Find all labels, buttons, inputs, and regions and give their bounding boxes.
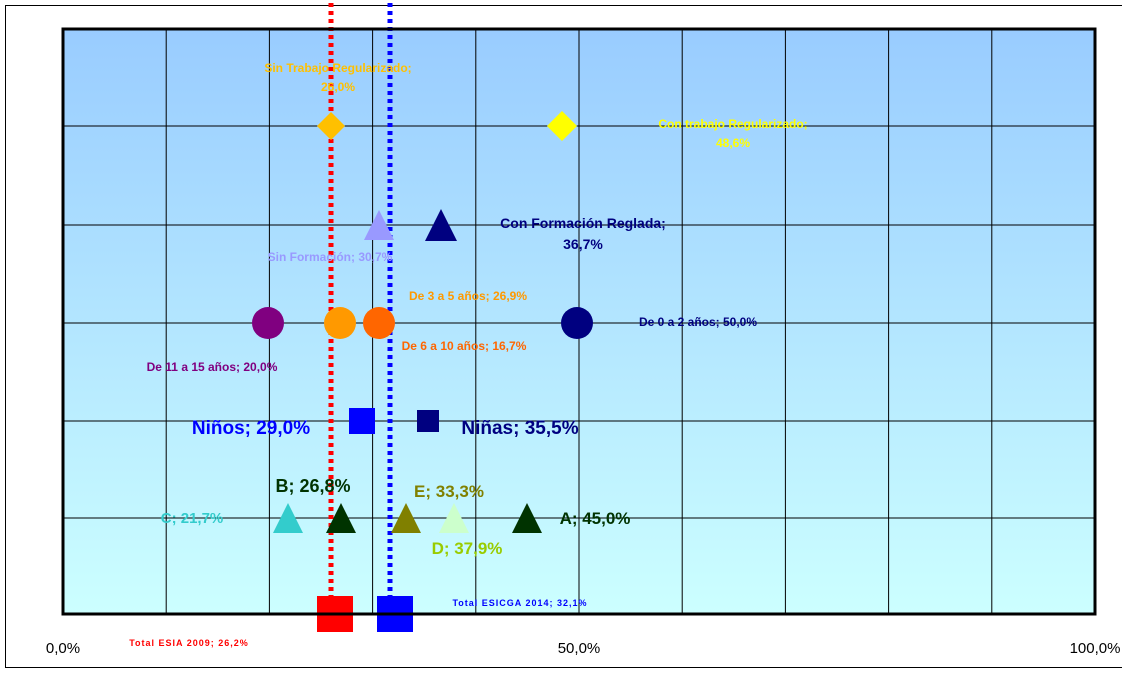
x-tick-label: 50,0% <box>558 640 601 657</box>
data-label: De 6 a 10 años; 16,7% <box>402 339 527 353</box>
data-label: C; 21,7% <box>161 510 224 527</box>
data-label: Total ESIA 2009; 26,2% <box>129 638 249 648</box>
data-label: Total ESICGA 2014; 32,1% <box>452 598 587 608</box>
data-label: De 11 a 15 años; 20,0% <box>147 360 278 374</box>
data-point-marker <box>317 112 345 140</box>
chart-frame <box>5 5 1122 668</box>
data-label: Con Formación Reglada; 36,7% <box>500 215 666 252</box>
data-point-marker <box>349 408 375 434</box>
reference-lines <box>328 3 393 614</box>
data-label: A; 45,0% <box>560 509 631 528</box>
data-point-marker <box>425 209 457 241</box>
data-label: De 0 a 2 años; 50,0% <box>639 315 757 329</box>
data-point-marker <box>439 503 469 533</box>
data-label: Niñas; 35,5% <box>461 418 578 439</box>
data-label: Niños; 29,0% <box>192 418 310 439</box>
data-point-marker <box>363 307 395 339</box>
data-point-marker <box>417 410 439 432</box>
plot-border <box>61 27 1097 616</box>
data-label: B; 26,8% <box>275 476 350 496</box>
x-axis-tick-labels: 0,0% 50,0% 100,0% <box>46 640 1121 657</box>
data-label: Sin Formación; 30,7% <box>268 250 393 264</box>
data-point-marker <box>561 307 593 339</box>
data-label: D; 37,9% <box>432 539 503 558</box>
data-point-marker <box>391 503 421 533</box>
data-point-marker <box>547 111 577 141</box>
data-label: E; 33,3% <box>414 482 484 501</box>
gridlines <box>63 29 1095 614</box>
data-label: Sin Trabajo Regularizado; 26,0% <box>264 61 411 94</box>
data-point-marker <box>324 307 356 339</box>
x-tick-label: 0,0% <box>46 640 80 657</box>
data-label: De 3 a 5 años; 26,9% <box>409 289 527 303</box>
data-labels: Sin Trabajo Regularizado; 26,0% Con trabaj… <box>129 61 807 648</box>
data-point-marker <box>512 503 542 533</box>
data-point-marker <box>364 210 394 240</box>
data-point-marker <box>252 307 284 339</box>
x-tick-label: 100,0% <box>1070 640 1121 657</box>
data-point-marker <box>273 503 303 533</box>
data-point-marker <box>326 503 356 533</box>
data-label: Con trabajo Regularizado; 48,6% <box>658 117 807 150</box>
